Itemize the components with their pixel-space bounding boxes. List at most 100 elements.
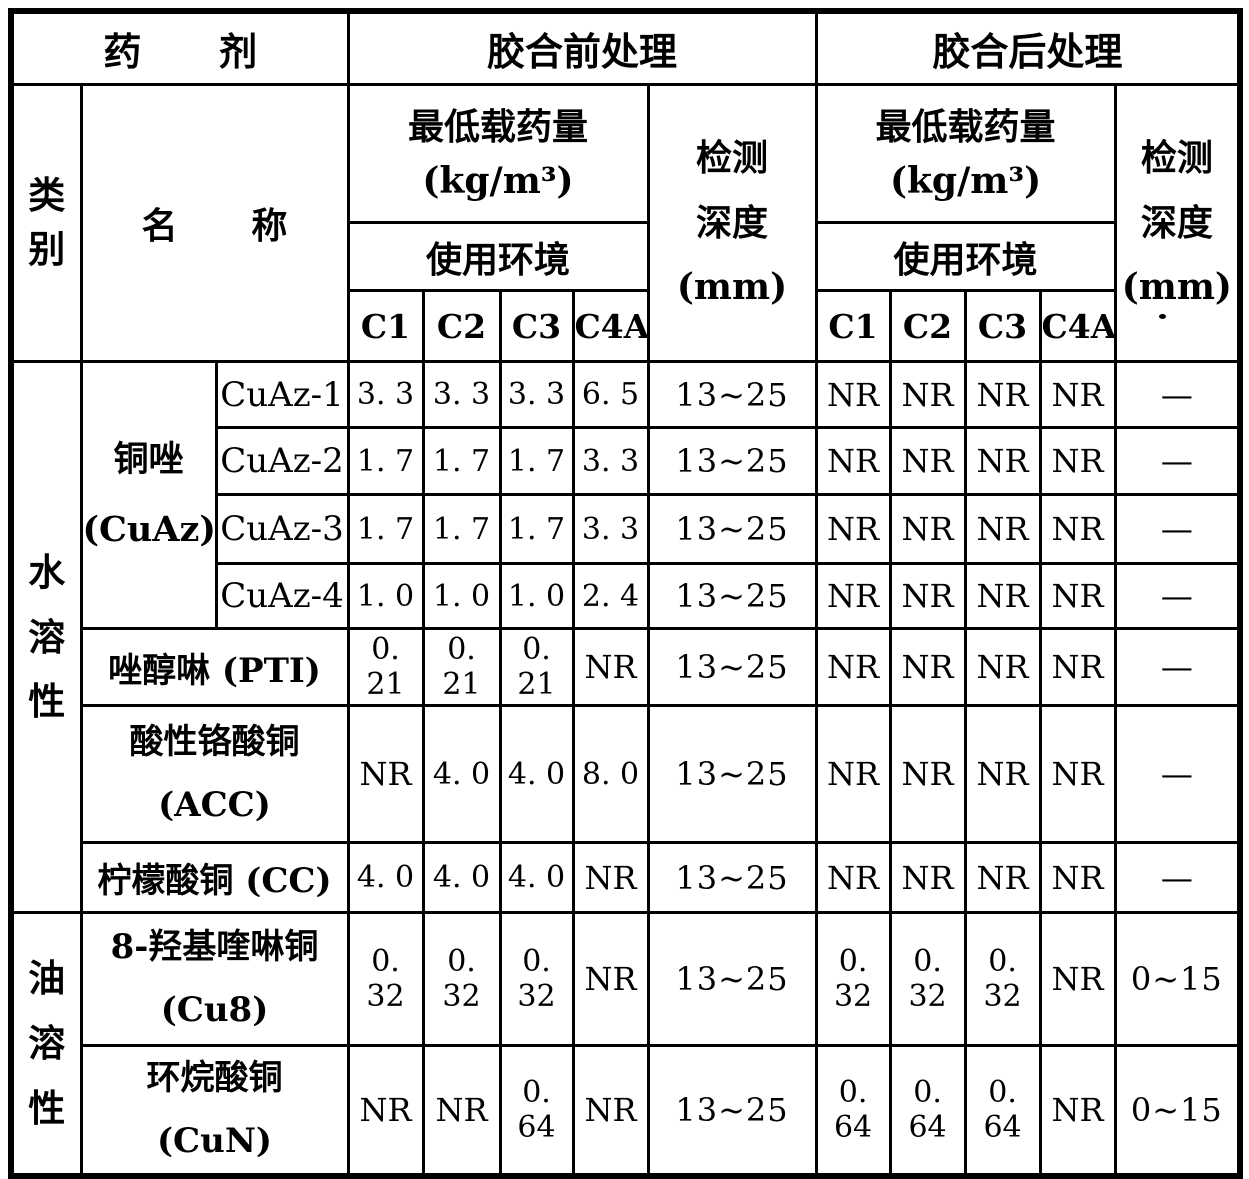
value-cell: NR — [888, 704, 967, 844]
row-name-pti: 唑醇啉 (PTI) — [79, 627, 350, 707]
value-cell: 0. 32 — [421, 911, 502, 1047]
value-cell: NR — [963, 493, 1042, 565]
category-oil-label: 油溶性 — [28, 956, 66, 1130]
group-cuaz-abbr: (CuAz) — [82, 509, 216, 550]
header-min-loading-post: 最低载药量 (kg/m³) — [814, 83, 1117, 224]
group-cuaz: 铜唑 (CuAz) — [79, 360, 218, 630]
post-depth-cell: — — [1113, 562, 1242, 630]
value-cell: 0. 32 — [963, 911, 1042, 1047]
value-cell: NR — [814, 841, 892, 914]
value-cell: NR — [814, 627, 892, 707]
header-env-c3-post: C3 — [963, 289, 1042, 363]
depth-word2-post: 深度 — [1140, 201, 1213, 244]
header-usage-env-post: 使用环境 — [814, 221, 1117, 292]
value-cell: NR — [1038, 360, 1117, 429]
depth-word1-pre: 检测 — [696, 136, 769, 179]
header-name: 名 称 — [79, 83, 350, 363]
post-depth-cell: — — [1113, 426, 1242, 496]
value-cell: NR — [963, 627, 1042, 707]
value-cell: NR — [1038, 1044, 1117, 1178]
pre-depth-cell: 13~25 — [646, 841, 818, 914]
value-cell: 3. 3 — [346, 360, 425, 429]
scan-noise-dot — [1158, 314, 1166, 319]
depth-unit-pre: (mm) — [676, 266, 788, 309]
pre-depth-cell: 13~25 — [646, 562, 818, 630]
value-cell: 0. 32 — [498, 911, 575, 1047]
pre-depth-cell: 13~25 — [646, 1044, 818, 1178]
value-cell: NR — [571, 911, 650, 1047]
value-cell: 4. 0 — [498, 841, 575, 914]
value-cell: 1. 7 — [421, 493, 502, 565]
value-cell: NR — [963, 360, 1042, 429]
value-cell: NR — [1038, 562, 1117, 630]
preservative-loading-table: 药 剂 胶合前处理 胶合后处理 类别 名 称 最低载药量 (kg/m³) 检测 … — [8, 8, 1244, 1179]
post-depth-cell: — — [1113, 360, 1242, 429]
header-drug: 药 剂 — [9, 9, 350, 86]
row-name-cuaz-3: CuAz-3 — [214, 493, 350, 565]
post-depth-cell: 0~15 — [1113, 1044, 1242, 1178]
value-cell: NR — [963, 426, 1042, 496]
header-min-loading-pre: 最低载药量 (kg/m³) — [346, 83, 650, 224]
row-name-cun-line2: (CuN) — [156, 1121, 273, 1161]
value-cell: NR — [571, 841, 650, 914]
post-depth-cell: — — [1113, 704, 1242, 844]
row-name-cuaz-4: CuAz-4 — [214, 562, 350, 630]
header-post-treatment: 胶合后处理 — [814, 9, 1242, 86]
value-cell: NR — [346, 704, 425, 844]
value-cell: 1. 7 — [421, 426, 502, 496]
value-cell: NR — [1038, 627, 1117, 707]
value-cell: NR — [1038, 841, 1117, 914]
value-cell: 0. 64 — [888, 1044, 967, 1178]
value-cell: 4. 0 — [421, 841, 502, 914]
row-name-cu8-line2: (Cu8) — [160, 990, 269, 1030]
value-cell: NR — [814, 426, 892, 496]
value-cell: 4. 0 — [421, 704, 502, 844]
value-cell: 3. 3 — [571, 493, 650, 565]
min-loading-unit-post: (kg/m³) — [889, 159, 1042, 202]
depth-word1-post: 检测 — [1140, 136, 1213, 179]
value-cell: 1. 0 — [498, 562, 575, 630]
depth-unit-post: (mm) — [1121, 266, 1232, 309]
value-cell: 0. 21 — [498, 627, 575, 707]
value-cell: 0. 64 — [814, 1044, 892, 1178]
pre-depth-cell: 13~25 — [646, 704, 818, 844]
header-category-label: 类别 — [28, 173, 66, 271]
value-cell: NR — [814, 704, 892, 844]
min-loading-title-pre: 最低载药量 — [407, 105, 588, 148]
value-cell: 6. 5 — [571, 360, 650, 429]
value-cell: NR — [1038, 426, 1117, 496]
value-cell: 0. 32 — [346, 911, 425, 1047]
row-name-cun-line1: 环烷酸铜 — [146, 1058, 283, 1099]
row-name-cc: 柠檬酸铜 (CC) — [79, 841, 350, 914]
post-depth-cell: 0~15 — [1113, 911, 1242, 1047]
pre-depth-cell: 13~25 — [646, 493, 818, 565]
value-cell: 3. 3 — [421, 360, 502, 429]
header-depth-post: 检测 深度 (mm) — [1113, 83, 1242, 363]
value-cell: NR — [888, 841, 967, 914]
category-oil-soluble: 油溶性 — [9, 911, 83, 1178]
value-cell: NR — [888, 360, 967, 429]
header-env-c1-post: C1 — [814, 289, 892, 363]
value-cell: 1. 0 — [346, 562, 425, 630]
value-cell: 1. 0 — [421, 562, 502, 630]
header-usage-env-pre: 使用环境 — [346, 221, 650, 292]
depth-word2-pre: 深度 — [696, 201, 769, 244]
value-cell: 0. 21 — [346, 627, 425, 707]
post-depth-cell: — — [1113, 493, 1242, 565]
value-cell: 1. 7 — [346, 493, 425, 565]
value-cell: 0. 64 — [963, 1044, 1042, 1178]
header-env-c3-pre: C3 — [498, 289, 575, 363]
value-cell: 1. 7 — [498, 493, 575, 565]
value-cell: NR — [814, 360, 892, 429]
value-cell: NR — [963, 704, 1042, 844]
group-cuaz-name: 铜唑 — [113, 439, 184, 480]
header-env-c4a-post: C4A — [1038, 289, 1117, 363]
value-cell: NR — [421, 1044, 502, 1178]
category-water-label: 水溶性 — [28, 549, 66, 724]
row-name-cun: 环烷酸铜 (CuN) — [79, 1044, 350, 1178]
row-name-acc: 酸性铬酸铜 (ACC) — [79, 704, 350, 844]
pre-depth-cell: 13~25 — [646, 627, 818, 707]
pre-depth-cell: 13~25 — [646, 426, 818, 496]
min-loading-unit-pre: (kg/m³) — [422, 159, 574, 202]
value-cell: 0. 21 — [421, 627, 502, 707]
